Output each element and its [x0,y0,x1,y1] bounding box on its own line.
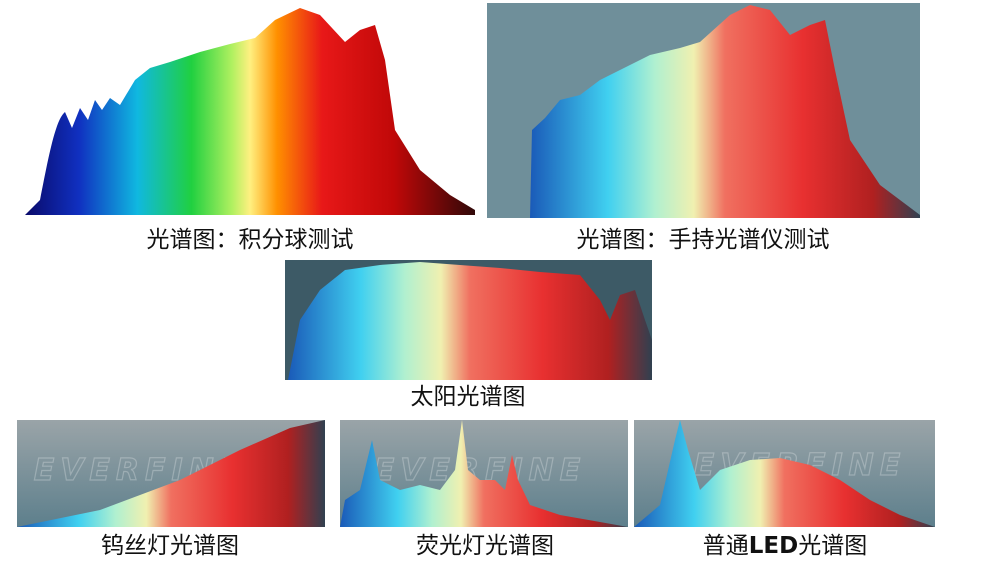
panel: 太阳光谱图 [285,260,652,410]
caption-part: 普通 [703,533,749,559]
caption-part: 光谱图 [798,533,867,559]
caption: 钨丝灯光谱图 [101,533,239,559]
spectrum [634,420,935,527]
panel: EVERFINE 普通LED光谱图 [634,420,935,559]
panel: 光谱图：积分球测试 [25,8,475,253]
spectrum [288,262,652,380]
caption: 普通LED光谱图 [703,533,867,559]
caption-part: LED [749,533,798,559]
spectrum [17,420,325,527]
spectrum [340,420,628,527]
caption: 太阳光谱图 [411,384,526,410]
panel: 光谱图：手持光谱仪测试 [487,3,920,253]
caption: 光谱图：手持光谱仪测试 [577,227,830,253]
spectrum [25,8,475,215]
caption: 光谱图：积分球测试 [147,227,354,253]
caption: 荧光灯光谱图 [416,533,554,559]
panel: EVERFINE 荧光灯光谱图 [340,420,628,559]
panel: EVERFINE 钨丝灯光谱图 [17,420,325,559]
spectrum [530,5,920,218]
